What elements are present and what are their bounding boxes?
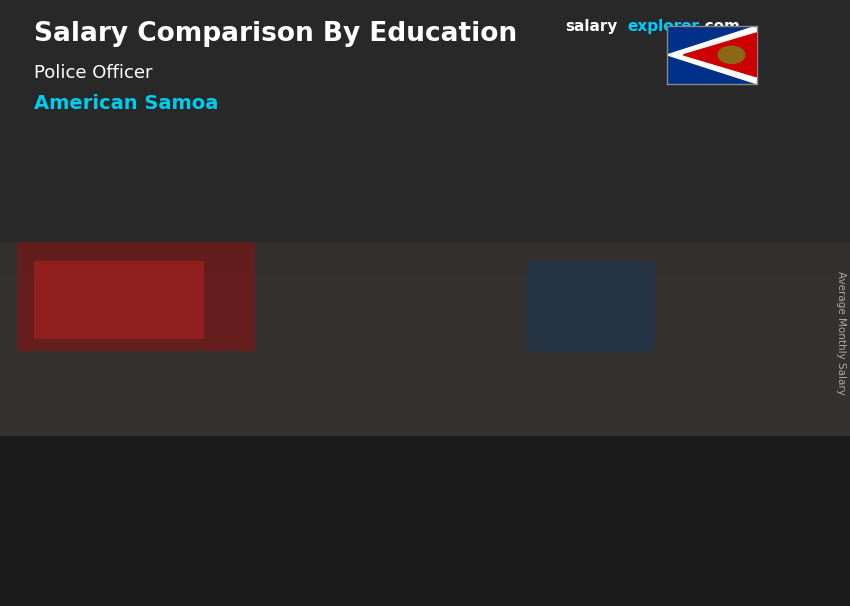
Polygon shape (593, 238, 694, 244)
FancyBboxPatch shape (34, 261, 204, 339)
Text: 880 USD: 880 USD (351, 333, 424, 348)
Polygon shape (681, 238, 694, 527)
Polygon shape (362, 352, 462, 359)
Polygon shape (219, 413, 232, 527)
Text: salary: salary (565, 19, 618, 35)
Text: American Samoa: American Samoa (34, 94, 218, 113)
Polygon shape (131, 413, 232, 420)
Text: 560 USD: 560 USD (89, 393, 163, 408)
Polygon shape (667, 26, 756, 84)
Polygon shape (683, 33, 756, 77)
Text: Police Officer: Police Officer (34, 64, 152, 82)
FancyBboxPatch shape (667, 26, 756, 84)
FancyBboxPatch shape (0, 242, 850, 454)
Circle shape (718, 46, 745, 64)
Text: 1,480 USD: 1,480 USD (605, 219, 694, 235)
Text: +57%: +57% (241, 295, 313, 315)
Text: Salary Comparison By Education: Salary Comparison By Education (34, 21, 517, 47)
Text: explorer: explorer (627, 19, 700, 35)
FancyBboxPatch shape (527, 261, 654, 351)
Polygon shape (450, 352, 462, 527)
FancyBboxPatch shape (0, 0, 850, 273)
FancyBboxPatch shape (0, 436, 850, 606)
FancyBboxPatch shape (17, 242, 255, 351)
Text: .com: .com (700, 19, 740, 35)
Text: Average Monthly Salary: Average Monthly Salary (836, 271, 846, 395)
Text: +68%: +68% (481, 188, 553, 208)
